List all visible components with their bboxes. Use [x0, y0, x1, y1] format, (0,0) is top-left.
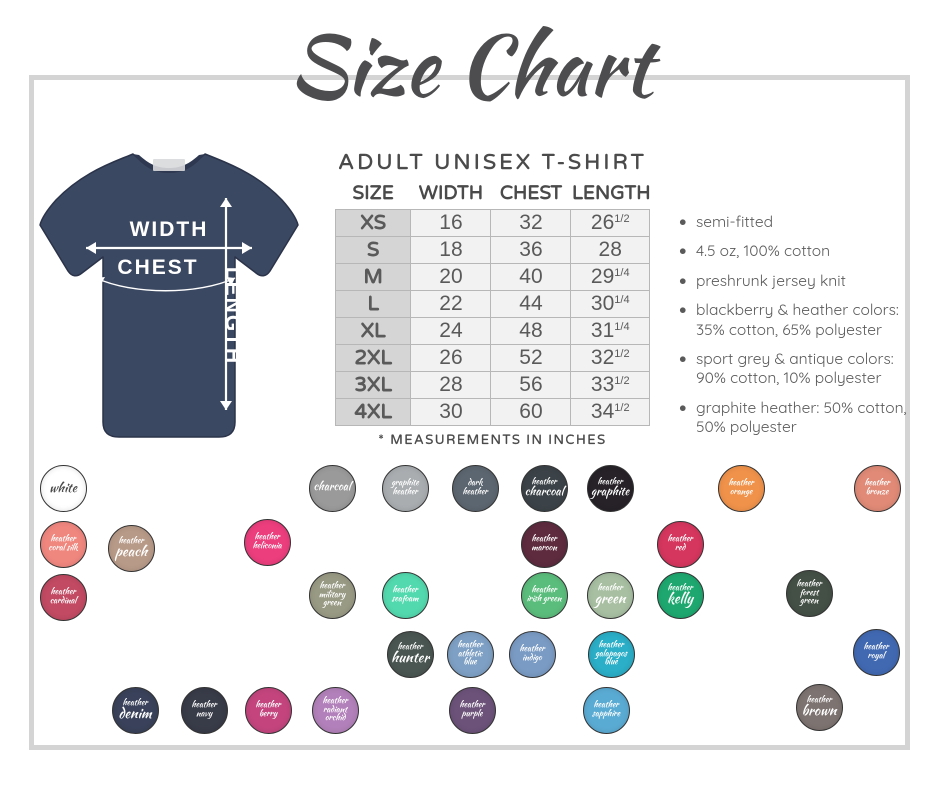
svg-text:CHEST: CHEST [117, 256, 198, 279]
svg-text:WIDTH: WIDTH [130, 218, 209, 241]
svg-text:LENGTH: LENGTH [221, 267, 244, 365]
